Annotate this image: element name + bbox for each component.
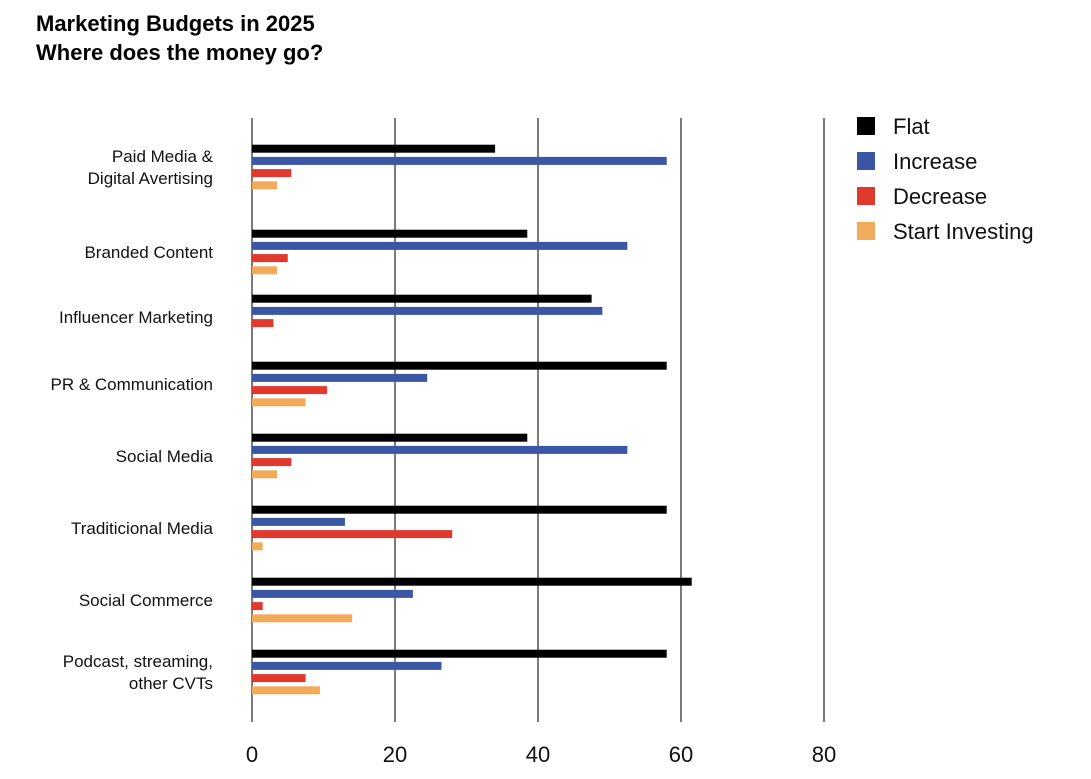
bar-start-investing-6: [252, 614, 353, 623]
bar-flat-1: [252, 229, 528, 238]
legend-swatch-start-investing: [857, 222, 875, 240]
category-label: Traditicional Media: [71, 519, 214, 538]
bar-decrease-3: [252, 386, 328, 395]
bar-flat-7: [252, 649, 667, 658]
bar-start-investing-5: [252, 542, 263, 551]
chart-subtitle: Where does the money go?: [36, 40, 324, 65]
category-labels: Paid Media & Digital Avertising Branded Co…: [50, 147, 213, 693]
category-label: Podcast, streaming,: [63, 652, 213, 671]
chart-title-block: Marketing Budgets in 2025 Where does the…: [36, 9, 323, 67]
legend-label-increase: Increase: [893, 149, 977, 174]
bar-flat-3: [252, 361, 667, 370]
bar-start-investing-1: [252, 266, 278, 275]
legend-swatch-increase: [857, 152, 875, 170]
bar-flat-6: [252, 577, 692, 586]
category-label: Social Commerce: [79, 591, 213, 610]
bar-increase-3: [252, 373, 428, 382]
bar-decrease-7: [252, 674, 306, 683]
legend-label-start-investing: Start Investing: [893, 219, 1034, 244]
bar-decrease-5: [252, 530, 453, 539]
chart-title: Marketing Budgets in 2025: [36, 11, 315, 36]
category-label: Influencer Marketing: [59, 308, 213, 327]
gridlines: [251, 118, 825, 722]
bar-decrease-1: [252, 254, 288, 263]
bar-decrease-4: [252, 458, 292, 467]
bar-increase-1: [252, 241, 628, 250]
x-tick-label: 40: [526, 742, 550, 767]
bar-increase-7: [252, 661, 442, 670]
bar-start-investing-4: [252, 470, 278, 479]
bar-increase-4: [252, 445, 628, 454]
legend-label-flat: Flat: [893, 114, 930, 139]
bar-decrease-6: [252, 602, 263, 611]
bar-start-investing-0: [252, 181, 278, 190]
bar-increase-2: [252, 306, 603, 315]
legend-swatch-flat: [857, 117, 875, 135]
legend-swatch-decrease: [857, 187, 875, 205]
bar-start-investing-3: [252, 398, 306, 407]
x-tick-label: 20: [383, 742, 407, 767]
x-tick-label: 0: [246, 742, 258, 767]
x-axis-tick-labels: 0 20 40 60 80: [246, 742, 836, 767]
bars: [252, 144, 692, 695]
bar-increase-0: [252, 156, 667, 165]
category-label: Social Media: [116, 447, 214, 466]
bar-flat-0: [252, 144, 496, 153]
bar-increase-5: [252, 517, 345, 526]
legend: Flat Increase Decrease Start Investing: [857, 114, 1034, 244]
category-label: Branded Content: [84, 243, 213, 262]
x-tick-label: 80: [812, 742, 836, 767]
bar-flat-4: [252, 433, 528, 442]
category-label: PR & Communication: [50, 375, 213, 394]
category-label: Paid Media &: [112, 147, 214, 166]
category-label: Digital Avertising: [88, 169, 213, 188]
category-label: other CVTs: [129, 674, 213, 693]
x-tick-label: 60: [669, 742, 693, 767]
bar-flat-2: [252, 294, 592, 303]
bar-decrease-0: [252, 169, 292, 178]
bar-start-investing-7: [252, 686, 320, 695]
bar-increase-6: [252, 589, 413, 598]
bar-flat-5: [252, 505, 667, 514]
bar-decrease-2: [252, 319, 274, 328]
legend-label-decrease: Decrease: [893, 184, 987, 209]
